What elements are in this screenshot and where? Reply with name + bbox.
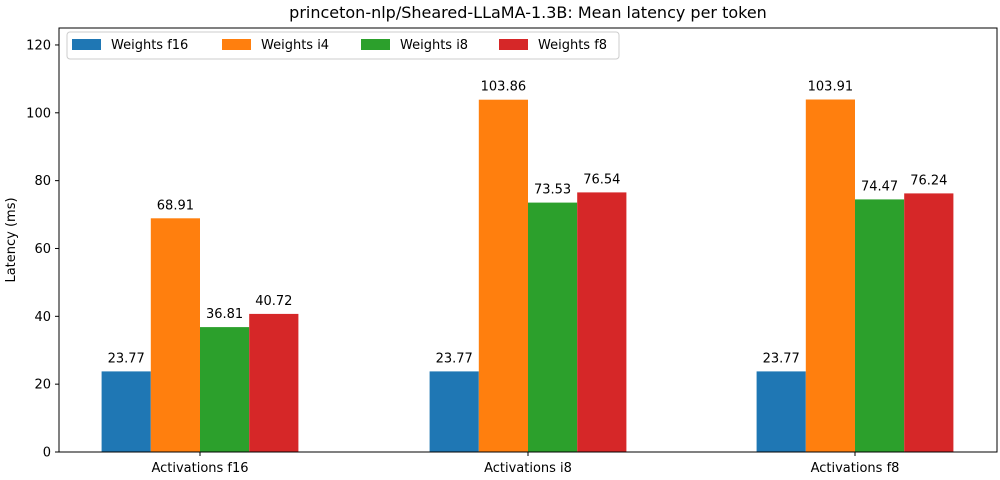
bar-0-3 xyxy=(249,313,299,452)
legend-swatch-0 xyxy=(72,39,101,50)
data-labels-layer: 23.77 68.91 36.81 40.72 23.77 103.86 73.53 76.5… xyxy=(108,80,948,367)
bar-0-2 xyxy=(200,327,250,452)
legend-label-1: Weights i4 xyxy=(261,38,329,53)
bar-2-1 xyxy=(805,99,855,452)
y-tick-label-3: 60 xyxy=(34,242,51,257)
bar-2-3 xyxy=(904,193,954,452)
x-axis: Activations f16 Activations i8 Activations… xyxy=(151,452,899,476)
x-tick-label-1: Activations i8 xyxy=(484,461,572,476)
legend-label-2: Weights i8 xyxy=(400,38,468,53)
y-tick-label-1: 20 xyxy=(34,378,51,393)
bar-2-0 xyxy=(756,371,806,452)
y-tick-label-0: 0 xyxy=(43,446,51,461)
x-tick-label-0: Activations f16 xyxy=(151,461,248,476)
y-tick-label-5: 100 xyxy=(26,106,51,121)
legend-swatch-3 xyxy=(499,39,528,50)
legend-label-0: Weights f16 xyxy=(111,38,188,53)
data-label-1-3: 76.54 xyxy=(583,172,620,187)
x-tick-label-2: Activations f8 xyxy=(811,461,900,476)
data-label-2-2: 74.47 xyxy=(861,179,898,194)
legend-swatch-2 xyxy=(361,39,390,50)
legend-label-3: Weights f8 xyxy=(538,38,607,53)
chart-title: princeton-nlp/Sheared-LLaMA-1.3B: Mean l… xyxy=(289,3,767,22)
y-tick-label-6: 120 xyxy=(26,38,51,53)
bar-1-2 xyxy=(528,202,578,452)
bar-0-0 xyxy=(101,371,151,452)
data-label-0-3: 40.72 xyxy=(255,294,292,309)
legend-swatch-1 xyxy=(222,39,251,50)
data-label-2-0: 23.77 xyxy=(763,351,800,366)
y-axis: 0 20 40 60 80 100 120 xyxy=(26,38,59,461)
legend-box xyxy=(66,31,620,60)
bars-layer xyxy=(101,99,954,452)
y-axis-label: Latency (ms) xyxy=(4,197,19,282)
bar-0-1 xyxy=(150,218,200,452)
bar-1-0 xyxy=(429,371,479,452)
bar-1-3 xyxy=(577,192,627,452)
bar-2-2 xyxy=(855,199,905,452)
data-label-0-0: 23.77 xyxy=(108,351,145,366)
legend: Weights f16 Weights i4 Weights i8 Weights f… xyxy=(66,31,620,60)
data-label-1-2: 73.53 xyxy=(534,183,571,198)
data-label-1-0: 23.77 xyxy=(436,351,473,366)
y-tick-label-4: 80 xyxy=(34,174,51,189)
y-tick-label-2: 40 xyxy=(34,310,51,325)
data-label-1-1: 103.86 xyxy=(481,80,527,95)
data-label-2-3: 76.24 xyxy=(910,173,947,188)
data-label-0-2: 36.81 xyxy=(206,307,243,322)
bar-1-1 xyxy=(478,99,528,452)
data-label-0-1: 68.91 xyxy=(157,198,194,213)
data-label-2-1: 103.91 xyxy=(808,80,854,95)
